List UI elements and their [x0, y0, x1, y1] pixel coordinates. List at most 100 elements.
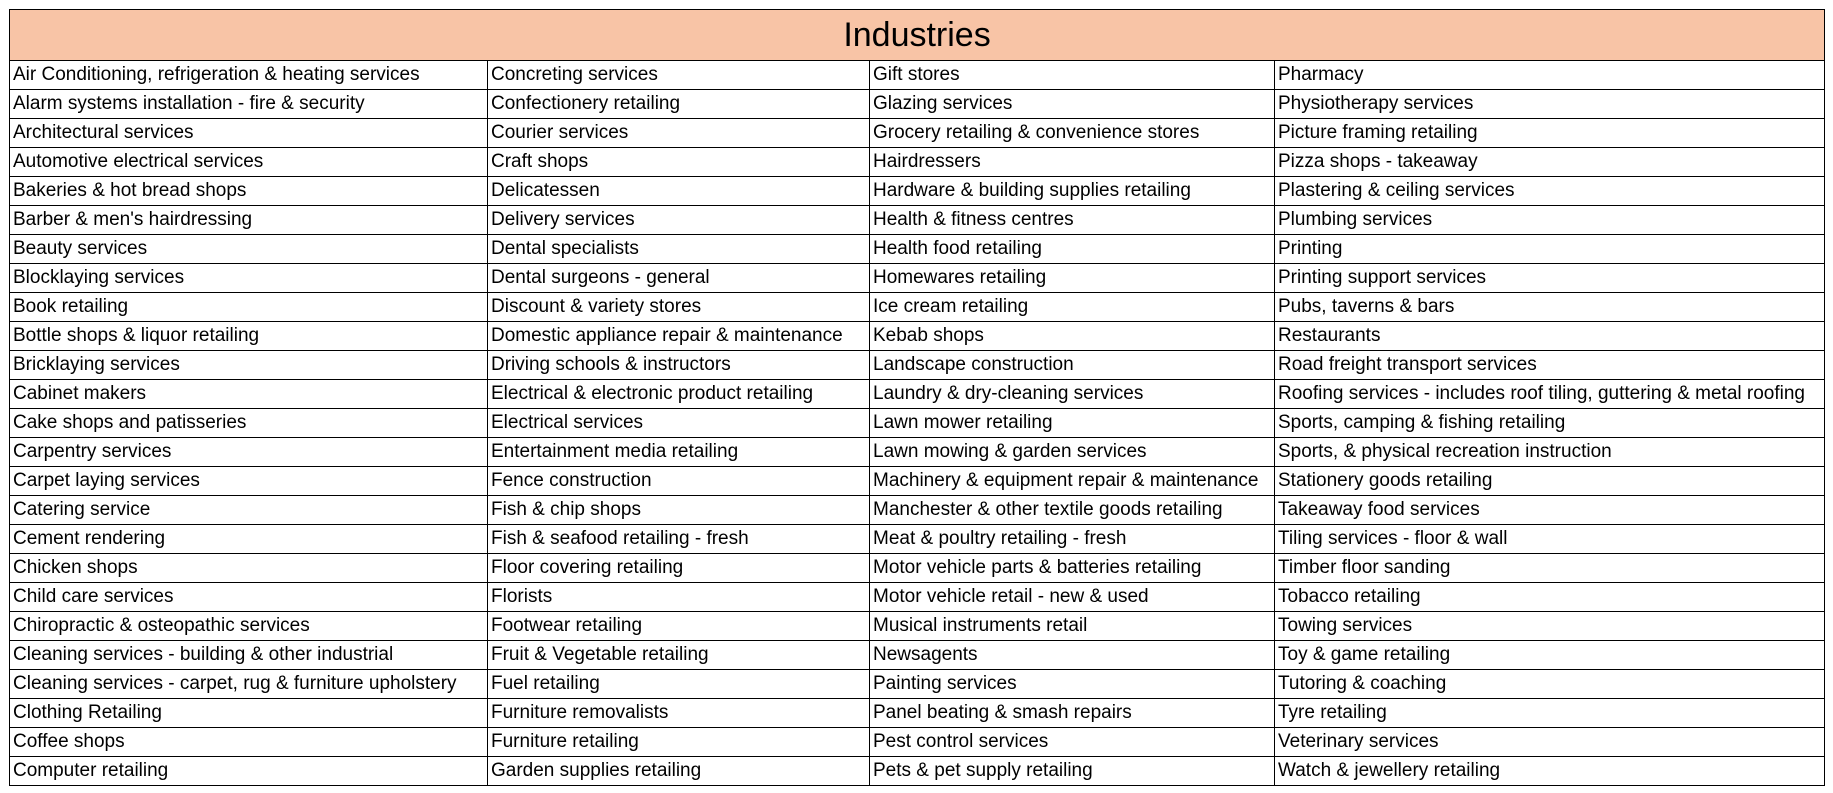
table-cell[interactable]: Tiling services - floor & wall — [1273, 524, 1826, 554]
table-cell[interactable]: Hardware & building supplies retailing — [869, 176, 1275, 206]
table-cell[interactable]: Stationery goods retailing — [1273, 466, 1826, 496]
table-cell[interactable]: Beauty services — [9, 234, 488, 264]
table-cell[interactable]: Hairdressers — [869, 147, 1275, 177]
table-cell[interactable]: Delivery services — [487, 205, 870, 235]
table-cell[interactable]: Florists — [487, 582, 870, 612]
table-cell[interactable]: Confectionery retailing — [487, 89, 870, 119]
table-cell[interactable]: Pubs, taverns & bars — [1273, 292, 1826, 322]
table-cell[interactable]: Manchester & other textile goods retaili… — [869, 495, 1275, 525]
table-cell[interactable]: Glazing services — [869, 89, 1275, 119]
table-cell[interactable]: Cabinet makers — [9, 379, 488, 409]
table-cell[interactable]: Printing — [1273, 234, 1826, 264]
table-cell[interactable]: Fish & chip shops — [487, 495, 870, 525]
table-cell[interactable]: Musical instruments retail — [869, 611, 1275, 641]
table-cell[interactable]: Watch & jewellery retailing — [1273, 756, 1826, 786]
table-cell[interactable]: Bakeries & hot bread shops — [9, 176, 488, 206]
table-cell[interactable]: Chicken shops — [9, 553, 488, 583]
table-cell[interactable]: Gift stores — [869, 60, 1275, 90]
table-cell[interactable]: Child care services — [9, 582, 488, 612]
table-cell[interactable]: Motor vehicle parts & batteries retailin… — [869, 553, 1275, 583]
table-cell[interactable]: Concreting services — [487, 60, 870, 90]
table-cell[interactable]: Barber & men's hairdressing — [9, 205, 488, 235]
table-cell[interactable]: Tyre retailing — [1273, 698, 1826, 728]
table-cell[interactable]: Newsagents — [869, 640, 1275, 670]
table-cell[interactable]: Automotive electrical services — [9, 147, 488, 177]
table-cell[interactable]: Fruit & Vegetable retailing — [487, 640, 870, 670]
table-cell[interactable]: Roofing services - includes roof tiling,… — [1273, 379, 1826, 409]
table-cell[interactable]: Electrical services — [487, 408, 870, 438]
table-cell[interactable]: Ice cream retailing — [869, 292, 1275, 322]
table-cell[interactable]: Road freight transport services — [1273, 350, 1826, 380]
table-cell[interactable]: Driving schools & instructors — [487, 350, 870, 380]
table-cell[interactable]: Landscape construction — [869, 350, 1275, 380]
table-cell[interactable]: Picture framing retailing — [1273, 118, 1826, 148]
table-cell[interactable]: Bricklaying services — [9, 350, 488, 380]
table-cell[interactable]: Machinery & equipment repair & maintenan… — [869, 466, 1275, 496]
table-cell[interactable]: Floor covering retailing — [487, 553, 870, 583]
table-cell[interactable]: Plumbing services — [1273, 205, 1826, 235]
table-cell[interactable]: Fish & seafood retailing - fresh — [487, 524, 870, 554]
table-cell[interactable]: Panel beating & smash repairs — [869, 698, 1275, 728]
table-cell[interactable]: Kebab shops — [869, 321, 1275, 351]
table-cell[interactable]: Grocery retailing & convenience stores — [869, 118, 1275, 148]
table-cell[interactable]: Courier services — [487, 118, 870, 148]
table-cell[interactable]: Restaurants — [1273, 321, 1826, 351]
table-cell[interactable]: Clothing Retailing — [9, 698, 488, 728]
table-cell[interactable]: Veterinary services — [1273, 727, 1826, 757]
table-cell[interactable]: Toy & game retailing — [1273, 640, 1826, 670]
table-cell[interactable]: Cement rendering — [9, 524, 488, 554]
table-cell[interactable]: Painting services — [869, 669, 1275, 699]
table-cell[interactable]: Towing services — [1273, 611, 1826, 641]
table-cell[interactable]: Discount & variety stores — [487, 292, 870, 322]
table-cell[interactable]: Sports, & physical recreation instructio… — [1273, 437, 1826, 467]
table-cell[interactable]: Book retailing — [9, 292, 488, 322]
table-cell[interactable]: Coffee shops — [9, 727, 488, 757]
table-cell[interactable]: Pharmacy — [1273, 60, 1826, 90]
table-cell[interactable]: Air Conditioning, refrigeration & heatin… — [9, 60, 488, 90]
table-cell[interactable]: Footwear retailing — [487, 611, 870, 641]
table-cell[interactable]: Laundry & dry-cleaning services — [869, 379, 1275, 409]
table-cell[interactable]: Architectural services — [9, 118, 488, 148]
table-cell[interactable]: Blocklaying services — [9, 263, 488, 293]
table-cell[interactable]: Chiropractic & osteopathic services — [9, 611, 488, 641]
table-cell[interactable]: Takeaway food services — [1273, 495, 1826, 525]
table-cell[interactable]: Lawn mower retailing — [869, 408, 1275, 438]
table-cell[interactable]: Bottle shops & liquor retailing — [9, 321, 488, 351]
table-cell[interactable]: Catering service — [9, 495, 488, 525]
table-cell[interactable]: Domestic appliance repair & maintenance — [487, 321, 870, 351]
table-cell[interactable]: Printing support services — [1273, 263, 1826, 293]
table-cell[interactable]: Plastering & ceiling services — [1273, 176, 1826, 206]
table-cell[interactable]: Tobacco retailing — [1273, 582, 1826, 612]
table-cell[interactable]: Computer retailing — [9, 756, 488, 786]
table-cell[interactable]: Electrical & electronic product retailin… — [487, 379, 870, 409]
table-cell[interactable]: Dental specialists — [487, 234, 870, 264]
table-cell[interactable]: Pest control services — [869, 727, 1275, 757]
table-cell[interactable]: Furniture removalists — [487, 698, 870, 728]
table-cell[interactable]: Furniture retailing — [487, 727, 870, 757]
table-cell[interactable]: Dental surgeons - general — [487, 263, 870, 293]
table-cell[interactable]: Fuel retailing — [487, 669, 870, 699]
table-cell[interactable]: Meat & poultry retailing - fresh — [869, 524, 1275, 554]
table-cell[interactable]: Cleaning services - carpet, rug & furnit… — [9, 669, 488, 699]
table-cell[interactable]: Lawn mowing & garden services — [869, 437, 1275, 467]
table-cell[interactable]: Pets & pet supply retailing — [869, 756, 1275, 786]
table-cell[interactable]: Cleaning services - building & other ind… — [9, 640, 488, 670]
table-cell[interactable]: Entertainment media retailing — [487, 437, 870, 467]
table-cell[interactable]: Garden supplies retailing — [487, 756, 870, 786]
table-cell[interactable]: Timber floor sanding — [1273, 553, 1826, 583]
table-cell[interactable]: Delicatessen — [487, 176, 870, 206]
table-cell[interactable]: Sports, camping & fishing retailing — [1273, 408, 1826, 438]
table-cell[interactable]: Craft shops — [487, 147, 870, 177]
table-cell[interactable]: Cake shops and patisseries — [9, 408, 488, 438]
table-cell[interactable]: Homewares retailing — [869, 263, 1275, 293]
table-cell[interactable]: Health food retailing — [869, 234, 1275, 264]
table-cell[interactable]: Fence construction — [487, 466, 870, 496]
table-cell[interactable]: Health & fitness centres — [869, 205, 1275, 235]
table-cell[interactable]: Pizza shops - takeaway — [1273, 147, 1826, 177]
table-cell[interactable]: Carpentry services — [9, 437, 488, 467]
table-cell[interactable]: Carpet laying services — [9, 466, 488, 496]
table-cell[interactable]: Motor vehicle retail - new & used — [869, 582, 1275, 612]
table-cell[interactable]: Tutoring & coaching — [1273, 669, 1826, 699]
table-cell[interactable]: Alarm systems installation - fire & secu… — [9, 89, 488, 119]
table-cell[interactable]: Physiotherapy services — [1273, 89, 1826, 119]
